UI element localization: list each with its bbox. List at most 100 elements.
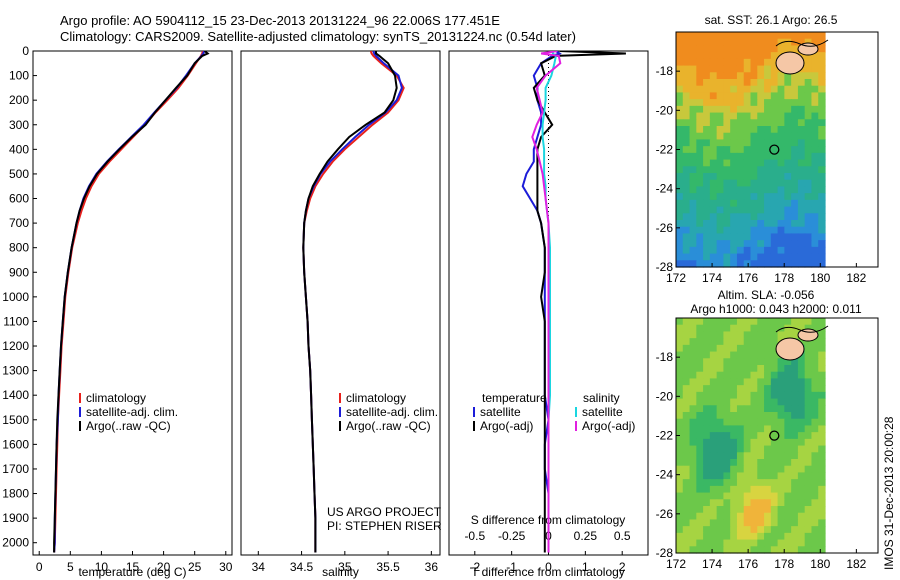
map-cell <box>723 186 731 194</box>
map-cell <box>770 246 779 255</box>
map-cell <box>696 351 704 359</box>
map-cell <box>757 193 765 201</box>
map-cell <box>689 485 697 494</box>
map-cell <box>757 445 765 453</box>
map-cell <box>770 105 779 114</box>
map-cell <box>723 412 731 420</box>
map-cell <box>696 438 704 447</box>
map-cell <box>689 358 697 366</box>
map-cell <box>730 539 738 547</box>
map-cell <box>750 485 758 494</box>
map-cell <box>723 99 731 107</box>
map-cell <box>750 371 758 380</box>
map-cell <box>689 240 697 248</box>
map-cell <box>723 438 731 447</box>
map-cell <box>682 166 691 174</box>
map-cell <box>723 213 731 221</box>
map-cell <box>818 99 826 107</box>
map-cell <box>730 546 738 554</box>
map-cell <box>791 105 799 114</box>
map-cell <box>757 260 765 268</box>
map-cell <box>818 519 826 527</box>
map-cell <box>811 479 819 487</box>
map-cell <box>736 159 745 167</box>
map-cell <box>784 92 792 100</box>
lat-tick-label: -22 <box>656 143 674 157</box>
map-cell <box>743 186 752 194</box>
map-cell <box>703 65 711 73</box>
map-cell <box>696 385 704 393</box>
map-cell <box>797 412 806 420</box>
map-cell <box>770 318 779 326</box>
map-cell <box>682 79 691 87</box>
map-cell <box>757 72 765 80</box>
map-cell <box>689 99 697 107</box>
map-cell <box>797 324 806 333</box>
map-cell <box>764 391 772 400</box>
map-cell <box>818 233 826 241</box>
map-cell <box>804 179 813 188</box>
map-cell <box>791 331 799 339</box>
map-cell <box>777 532 785 541</box>
map-cell <box>791 472 799 480</box>
map-cell <box>703 506 711 514</box>
map-cell <box>736 371 745 380</box>
map-cell <box>770 38 779 47</box>
map-cell <box>750 126 758 134</box>
map-cell <box>736 432 745 440</box>
map-cell <box>804 132 813 141</box>
map-cell <box>736 220 745 228</box>
map-cell <box>723 105 731 114</box>
map-cell <box>709 126 718 134</box>
map-cell <box>818 546 826 554</box>
map-cell <box>709 365 718 373</box>
map-cell <box>743 179 752 188</box>
map-cell <box>703 465 711 474</box>
map-cell <box>811 338 819 346</box>
map-cell <box>689 452 697 460</box>
map-cell <box>689 166 697 174</box>
map-cell <box>743 398 752 406</box>
map-cell <box>682 132 691 141</box>
map-cell <box>784 126 792 134</box>
map-cell <box>709 45 718 53</box>
lat-tick-label: -22 <box>656 429 674 443</box>
map-cell <box>797 186 806 194</box>
temp-legend-label: satellite-adj. clim. <box>86 405 178 419</box>
map-cell <box>757 358 765 366</box>
map-cell <box>764 459 772 467</box>
map-cell <box>709 146 718 154</box>
map-cell <box>703 260 711 268</box>
map-cell <box>784 365 792 373</box>
map-cell <box>811 351 819 359</box>
map-cell <box>730 479 738 487</box>
map-cell <box>736 385 745 393</box>
map-cell <box>757 492 765 500</box>
map-cell <box>730 99 738 107</box>
map-cell <box>682 85 691 94</box>
map-cell <box>791 479 799 487</box>
map-cell <box>750 499 758 507</box>
map-cell <box>750 105 758 114</box>
map-cell <box>723 119 731 127</box>
map-cell <box>804 99 813 107</box>
map-cell <box>723 32 731 40</box>
map-cell <box>730 179 738 188</box>
map-cell <box>757 438 765 447</box>
map-cell <box>784 405 792 413</box>
map-cell <box>777 465 785 474</box>
map-cell <box>818 213 826 221</box>
map-cell <box>804 126 813 134</box>
map-cell <box>804 79 813 87</box>
temp-tick-label: 15 <box>126 560 140 574</box>
map-cell <box>750 186 758 194</box>
map-cell <box>804 52 813 60</box>
map-cell <box>682 479 691 487</box>
map-cell <box>736 405 745 413</box>
map-cell <box>811 199 819 208</box>
map-cell <box>804 472 813 480</box>
map-cell <box>818 358 826 366</box>
map-cell <box>811 85 819 94</box>
map-cell <box>716 152 725 161</box>
map-cell <box>750 99 758 107</box>
